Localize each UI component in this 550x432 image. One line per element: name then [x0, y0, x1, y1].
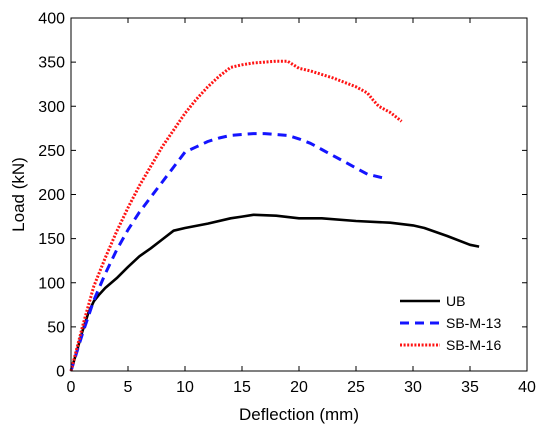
y-axis-title: Load (kN): [9, 157, 28, 232]
series-line-sb-m-16: [69, 59, 403, 372]
x-axis-ticks: 0 5 10 15 20 25 30 35 40: [67, 18, 536, 396]
y-tick-label: 150: [38, 231, 65, 248]
y-tick-label: 50: [47, 319, 65, 336]
series-line-sb-m-13: [69, 132, 383, 372]
x-tick-label: 30: [404, 379, 422, 396]
x-tick-label: 0: [67, 379, 76, 396]
y-tick-label: 350: [38, 55, 65, 72]
y-tick-label: 0: [56, 364, 65, 381]
x-tick-label: 25: [347, 379, 365, 396]
y-tick-label: 400: [38, 11, 65, 28]
y-tick-label: 200: [38, 187, 65, 204]
y-axis-ticks: 0 50 100 150 200 250 300 350 400: [38, 11, 527, 381]
y-tick-label: 250: [38, 143, 65, 160]
x-tick-label: 40: [518, 379, 536, 396]
y-tick-label: 100: [38, 275, 65, 292]
x-tick-label: 10: [176, 379, 194, 396]
x-tick-label: 35: [461, 379, 479, 396]
legend: UB SB-M-13 SB-M-16: [400, 293, 501, 353]
legend-label: SB-M-16: [446, 337, 501, 353]
x-tick-label: 15: [233, 379, 251, 396]
series-layer: [69, 59, 480, 372]
x-tick-label: 5: [124, 379, 133, 396]
x-axis-title: Deflection (mm): [239, 405, 359, 424]
series-line-ub: [69, 213, 480, 372]
legend-label: UB: [446, 293, 465, 309]
x-tick-label: 20: [290, 379, 308, 396]
legend-label: SB-M-13: [446, 315, 501, 331]
y-tick-label: 300: [38, 99, 65, 116]
